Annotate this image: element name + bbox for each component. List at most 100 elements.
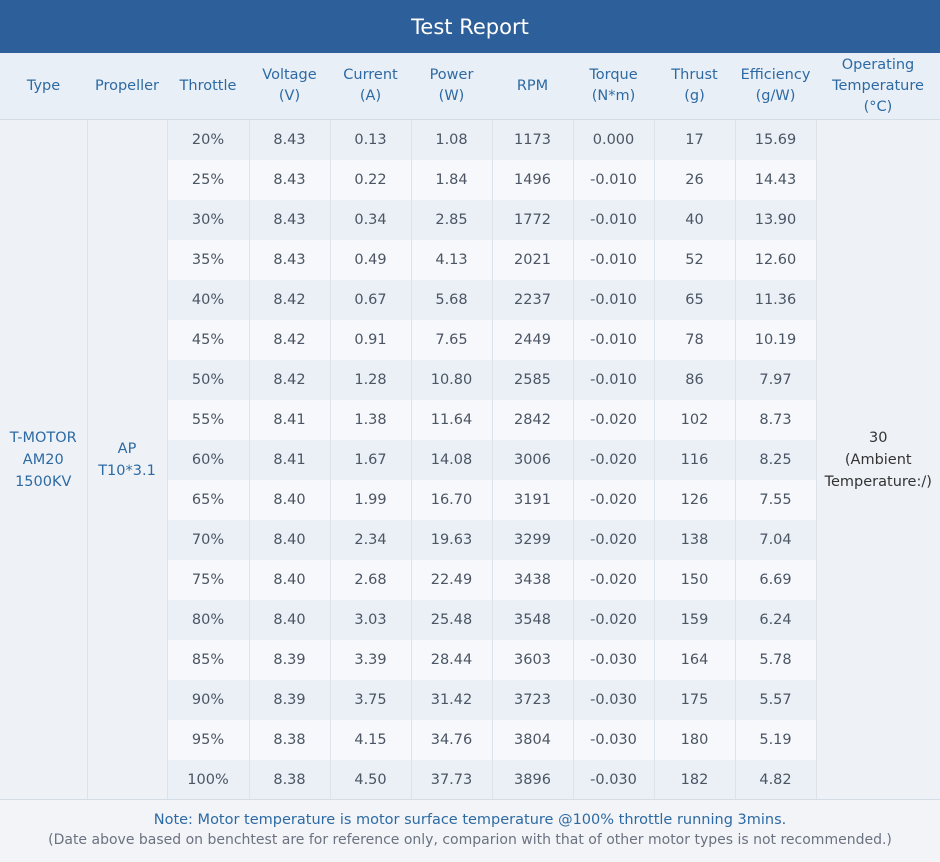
torque-cell: -0.020 — [573, 480, 655, 520]
column-header-thrust: Thrust (g) — [654, 53, 735, 120]
header-row: Type Propeller Throttle Voltage (V) Current (A… — [0, 53, 940, 120]
test-data-table: Type Propeller Throttle Voltage (V) Current (A… — [0, 53, 940, 800]
column-header-text: (W) — [438, 88, 465, 104]
efficiency-cell: 8.25 — [735, 440, 817, 480]
torque-cell: -0.030 — [573, 680, 655, 720]
column-header-text: Propeller — [94, 77, 160, 94]
column-header-text: Current — [343, 67, 398, 83]
thrust-cell: 78 — [654, 320, 736, 360]
table-row: 75% 8.40 2.68 22.49 3438 -0.020 150 6.69 — [0, 560, 940, 600]
rpm-cell: 3804 — [492, 720, 574, 760]
efficiency-cell: 14.43 — [735, 160, 817, 200]
voltage-cell: 8.43 — [249, 160, 331, 200]
voltage-cell: 8.39 — [249, 680, 331, 720]
thrust-cell: 86 — [654, 360, 736, 400]
throttle-cell: 20% — [167, 119, 250, 160]
table-row: 80% 8.40 3.03 25.48 3548 -0.020 159 6.24 — [0, 600, 940, 640]
efficiency-cell: 5.19 — [735, 720, 817, 760]
current-cell: 0.22 — [330, 160, 412, 200]
power-cell: 11.64 — [411, 400, 493, 440]
thrust-cell: 180 — [654, 720, 736, 760]
voltage-cell: 8.40 — [249, 600, 331, 640]
torque-cell: -0.020 — [573, 400, 655, 440]
efficiency-cell: 10.19 — [735, 320, 817, 360]
table-row: 50% 8.42 1.28 10.80 2585 -0.010 86 7.97 — [0, 360, 940, 400]
column-header-propeller: Propeller — [87, 53, 167, 120]
torque-cell: 0.000 — [573, 119, 655, 160]
column-header-text: (A) — [359, 88, 382, 104]
voltage-cell: 8.39 — [249, 640, 331, 680]
throttle-cell: 40% — [167, 280, 250, 320]
current-cell: 1.99 — [330, 480, 412, 520]
rpm-cell: 2842 — [492, 400, 574, 440]
efficiency-cell: 6.69 — [735, 560, 817, 600]
disclaimer-text: (Date above based on benchtest are for r… — [48, 832, 892, 848]
thrust-cell: 175 — [654, 680, 736, 720]
voltage-cell: 8.40 — [249, 480, 331, 520]
torque-cell: -0.020 — [573, 560, 655, 600]
efficiency-cell: 6.24 — [735, 600, 817, 640]
thrust-cell: 138 — [654, 520, 736, 560]
motor-type-text: 1500KV — [15, 474, 72, 490]
column-header-text: RPM — [516, 77, 549, 94]
rpm-cell: 3299 — [492, 520, 574, 560]
current-cell: 2.34 — [330, 520, 412, 560]
motor-type-text: T-MOTOR — [9, 430, 77, 446]
table-row: T-MOTOR AM20 1500KV AP T10*3.1 20% 8.43 0.13 1.0… — [0, 119, 940, 800]
thrust-cell: 164 — [654, 640, 736, 680]
report-title-bar: Test Report — [0, 0, 940, 53]
throttle-cell: 45% — [167, 320, 250, 360]
thrust-cell: 159 — [654, 600, 736, 640]
rpm-cell: 3006 — [492, 440, 574, 480]
torque-cell: -0.010 — [573, 240, 655, 280]
current-cell: 1.28 — [330, 360, 412, 400]
thrust-cell: 126 — [654, 480, 736, 520]
power-cell: 7.65 — [411, 320, 493, 360]
voltage-cell: 8.43 — [249, 119, 331, 160]
throttle-cell: 60% — [167, 440, 250, 480]
current-cell: 3.75 — [330, 680, 412, 720]
table-row: 95% 8.38 4.15 34.76 3804 -0.030 180 5.19 — [0, 720, 940, 760]
torque-cell: -0.020 — [573, 600, 655, 640]
torque-cell: -0.010 — [573, 160, 655, 200]
efficiency-cell: 8.73 — [735, 400, 817, 440]
table-row: 65% 8.40 1.99 16.70 3191 -0.020 126 7.55 — [0, 480, 940, 520]
throttle-cell: 85% — [167, 640, 250, 680]
rpm-cell: 2449 — [492, 320, 574, 360]
current-cell: 0.91 — [330, 320, 412, 360]
rpm-cell: 3723 — [492, 680, 574, 720]
throttle-cell: 80% — [167, 600, 250, 640]
efficiency-cell: 12.60 — [735, 240, 817, 280]
efficiency-cell: 11.36 — [735, 280, 817, 320]
power-cell: 37.73 — [411, 760, 493, 800]
power-cell: 28.44 — [411, 640, 493, 680]
current-cell: 4.15 — [330, 720, 412, 760]
column-header-current: Current (A) — [330, 53, 411, 120]
efficiency-cell: 5.78 — [735, 640, 817, 680]
table-row: 35% 8.43 0.49 4.13 2021 -0.010 52 12.60 — [0, 240, 940, 280]
current-cell: 0.49 — [330, 240, 412, 280]
power-cell: 14.08 — [411, 440, 493, 480]
power-cell: 34.76 — [411, 720, 493, 760]
throttle-cell: 100% — [167, 760, 250, 800]
column-header-text: (V) — [278, 88, 301, 104]
throttle-cell: 90% — [167, 680, 250, 720]
current-cell: 0.13 — [330, 119, 412, 160]
torque-cell: -0.010 — [573, 280, 655, 320]
current-cell: 2.68 — [330, 560, 412, 600]
rpm-cell: 2585 — [492, 360, 574, 400]
power-cell: 10.80 — [411, 360, 493, 400]
current-cell: 3.03 — [330, 600, 412, 640]
column-header-text: Thrust — [671, 67, 718, 83]
rpm-cell: 3191 — [492, 480, 574, 520]
rpm-cell: 1496 — [492, 160, 574, 200]
power-cell: 22.49 — [411, 560, 493, 600]
table-row: 85% 8.39 3.39 28.44 3603 -0.030 164 5.78 — [0, 640, 940, 680]
column-header-throttle: Throttle — [167, 53, 249, 120]
voltage-cell: 8.41 — [249, 400, 331, 440]
throttle-cell: 55% — [167, 400, 250, 440]
column-header-power: Power (W) — [411, 53, 492, 120]
table-row: 45% 8.42 0.91 7.65 2449 -0.010 78 10.19 — [0, 320, 940, 360]
throttle-cell: 50% — [167, 360, 250, 400]
rpm-cell: 2237 — [492, 280, 574, 320]
